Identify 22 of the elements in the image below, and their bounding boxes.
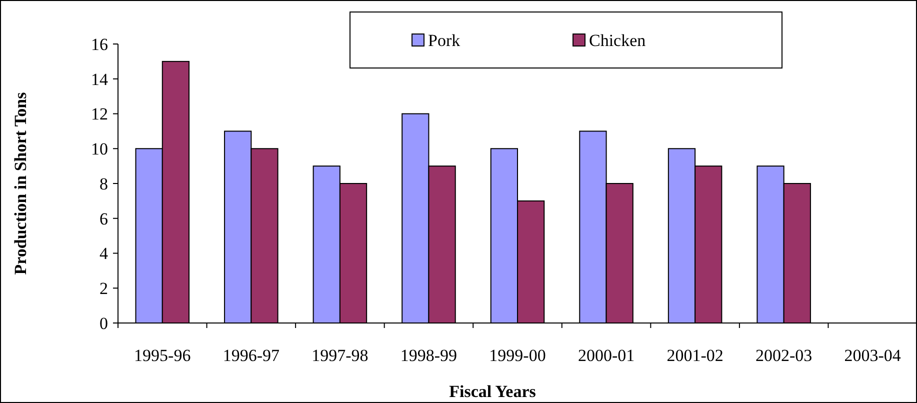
x-tick-label: 1996-97: [222, 346, 280, 365]
y-tick-label: 12: [91, 104, 108, 124]
x-tick-label: 1997-98: [312, 346, 368, 365]
y-tick-label: 6: [100, 209, 108, 228]
x-tick-label: 1999-00: [489, 346, 546, 365]
legend-label: Chicken: [589, 30, 646, 50]
x-tick-label: 2003-04: [844, 346, 902, 365]
x-tick-label: 1995-96: [134, 346, 191, 365]
y-tick-label: 14: [91, 70, 108, 89]
x-tick-label: 2002-03: [755, 346, 812, 365]
x-tick-label: 1998-99: [400, 346, 458, 365]
x-tick-label: 2000-01: [578, 346, 635, 365]
y-tick-label: 2: [100, 279, 108, 298]
y-tick-label: 4: [100, 244, 108, 264]
y-tick-label: 0: [100, 314, 108, 333]
x-tick-label: 2001-02: [666, 346, 724, 365]
y-tick-label: 8: [100, 174, 108, 194]
y-tick-label: 10: [91, 140, 108, 159]
y-tick-label: 16: [91, 34, 108, 54]
x-axis-title: Fiscal Years: [449, 382, 536, 401]
y-axis-title: Production in Short Tons: [11, 92, 30, 275]
legend-label: Pork: [428, 30, 461, 50]
